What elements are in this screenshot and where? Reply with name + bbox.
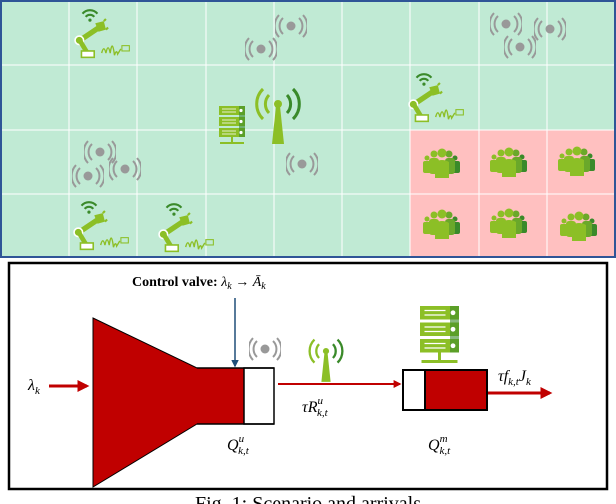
control-valve-label: Control valve: λk → Āk (132, 274, 266, 292)
queue-diagram: Control valve: λk → Āk λk Qu k,t τRu k,t Q… (7, 261, 609, 491)
mec-queue-filled (424, 369, 488, 411)
user-queue-empty-slot (243, 367, 275, 425)
mec-queue-label: Qm k,t (428, 433, 451, 457)
mec-queue-empty-slot (402, 369, 426, 411)
service-rate-label: τfk,tJk (498, 368, 532, 388)
scenario-border (0, 0, 616, 258)
user-queue-label: Qu k,t (227, 433, 250, 457)
transmission-rate-label: τRu k,t (302, 395, 329, 419)
figure-caption: Fig. 1: Scenario and arrivals (195, 493, 421, 504)
grid-lines (1, 1, 615, 257)
arrival-rate-label: λk (27, 377, 41, 397)
scenario-map (0, 0, 616, 258)
